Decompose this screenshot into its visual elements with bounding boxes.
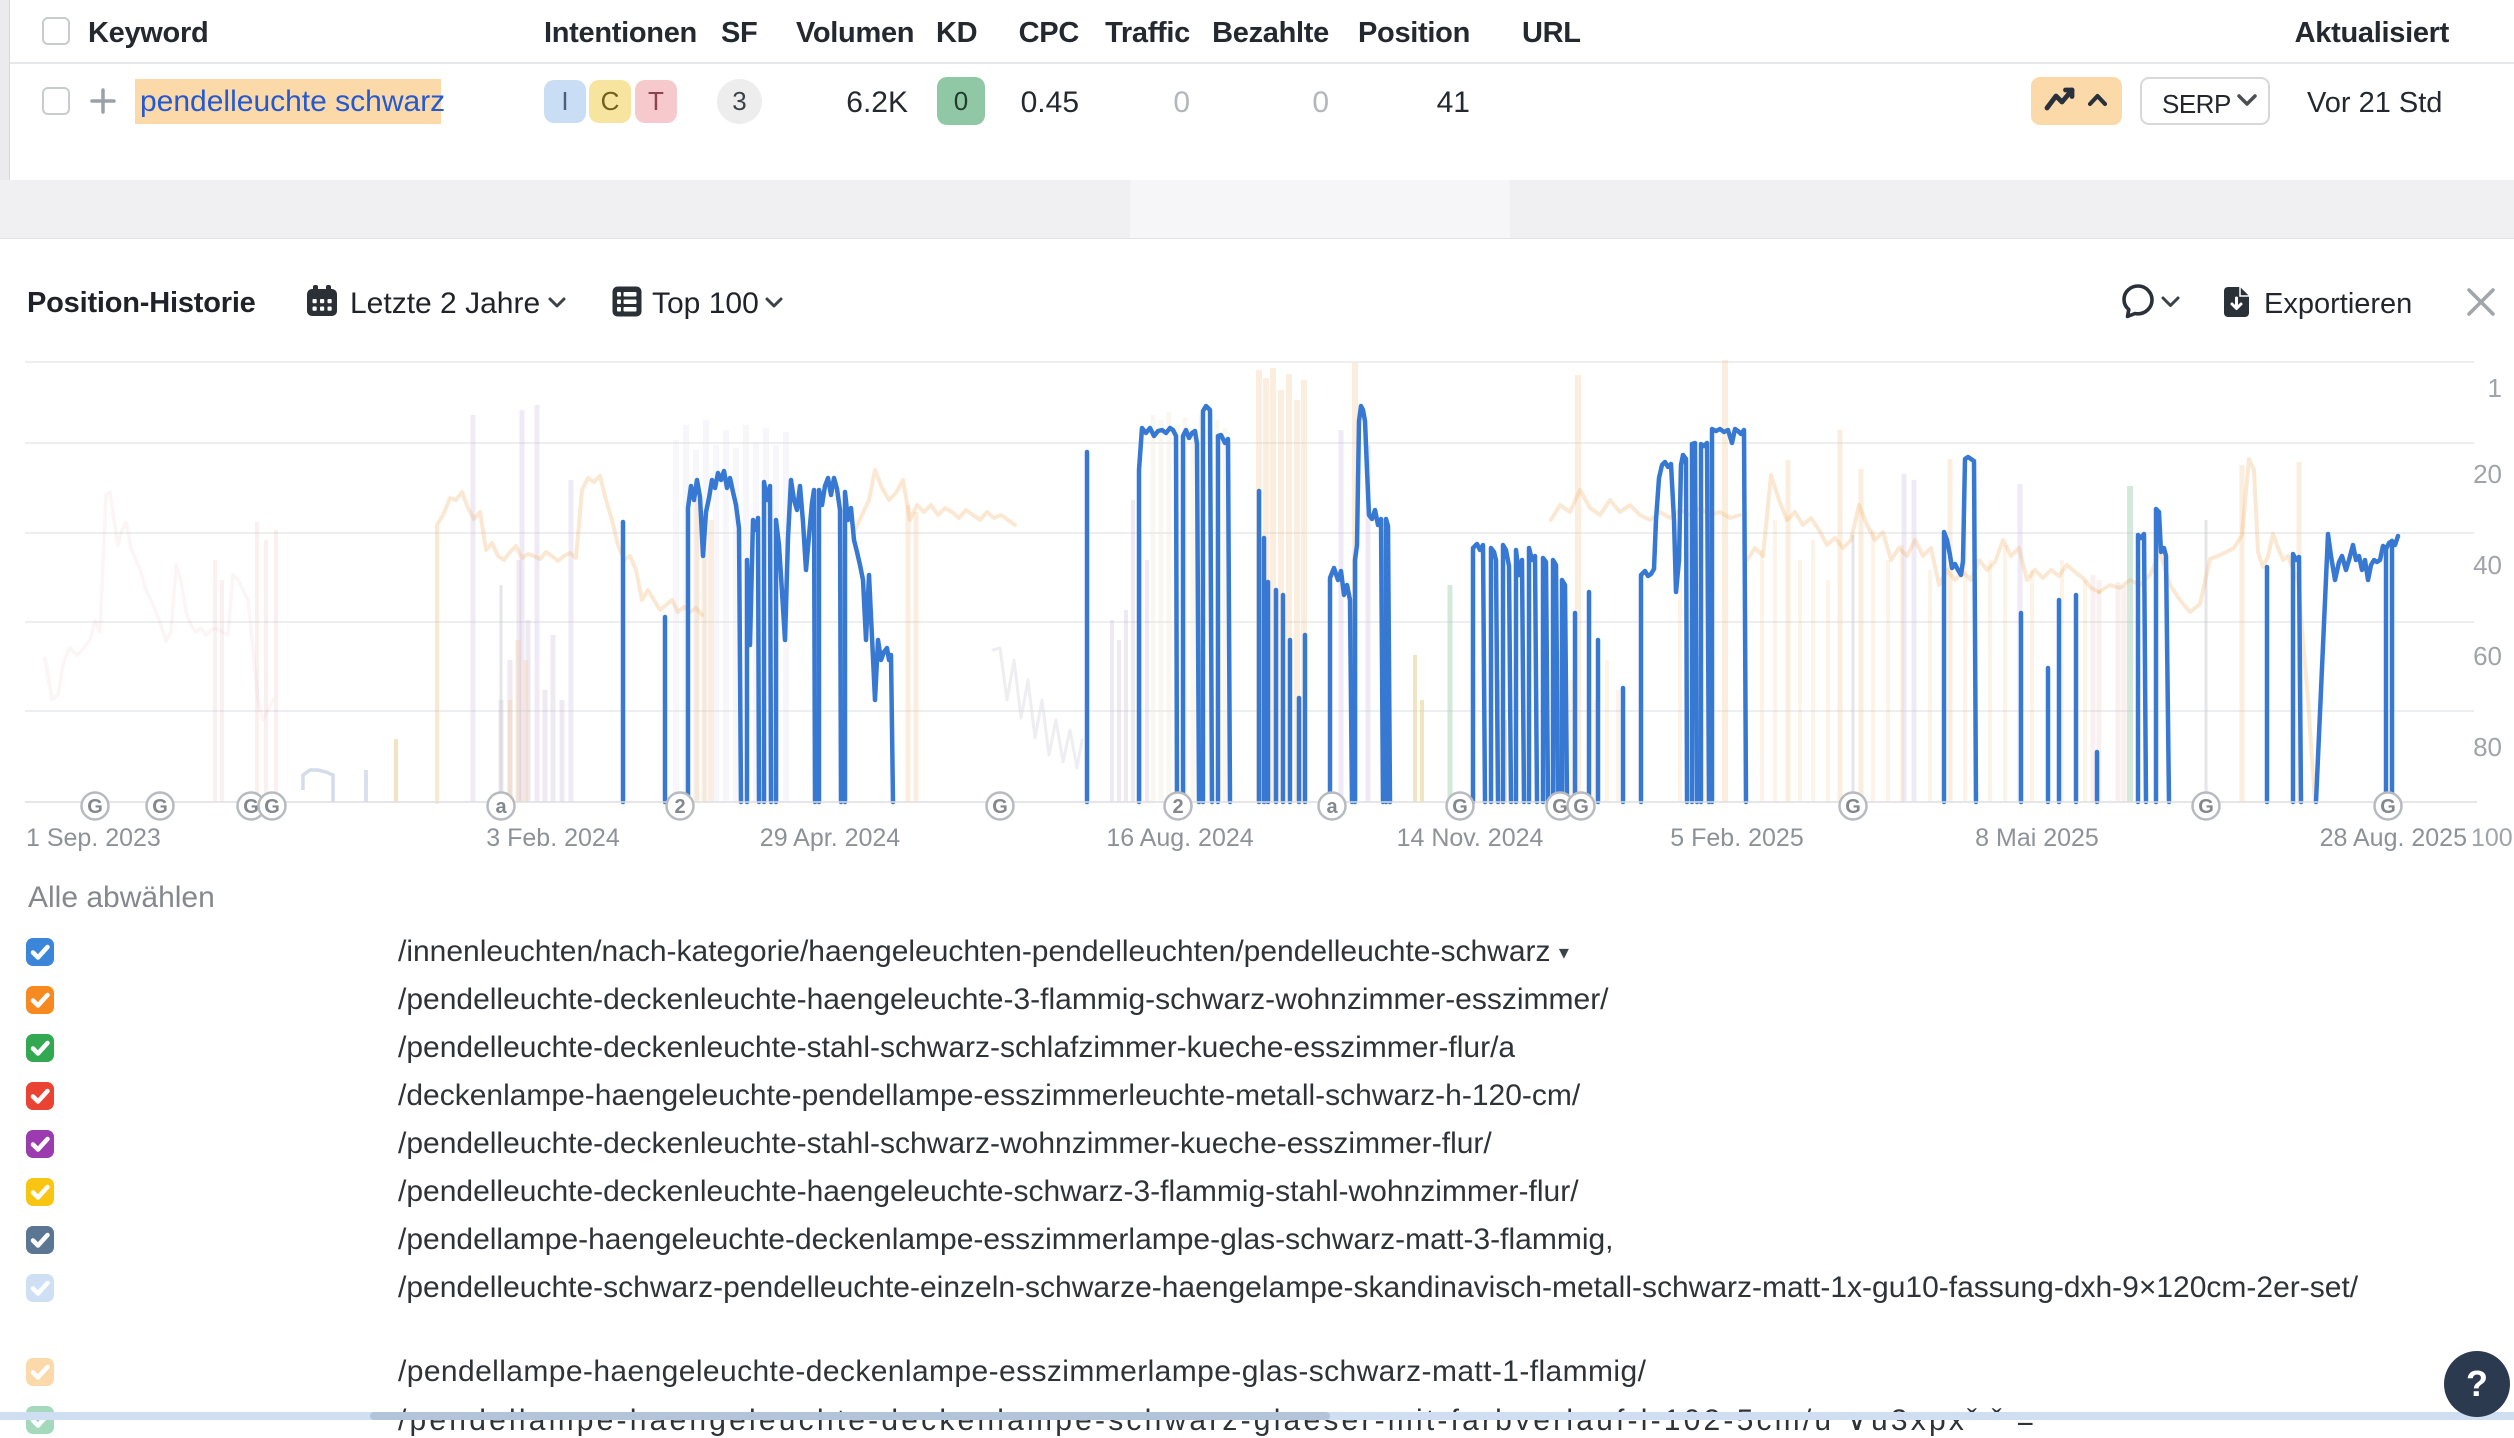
svg-text:29 Apr. 2024: 29 Apr. 2024: [760, 824, 901, 852]
svg-text:1: 1: [2488, 373, 2502, 403]
svg-text:100: 100: [2471, 824, 2513, 852]
svg-text:G: G: [992, 796, 1008, 818]
svg-text:8 Mai 2025: 8 Mai 2025: [1975, 824, 2099, 852]
svg-text:a: a: [495, 796, 507, 818]
svg-text:3 Feb. 2024: 3 Feb. 2024: [486, 824, 620, 852]
svg-text:5 Feb. 2025: 5 Feb. 2025: [1670, 824, 1803, 852]
svg-text:G: G: [1845, 796, 1861, 818]
svg-text:a: a: [1326, 796, 1338, 818]
svg-text:20: 20: [2473, 459, 2502, 489]
svg-text:40: 40: [2473, 550, 2502, 580]
svg-text:2: 2: [1172, 796, 1183, 818]
svg-text:2: 2: [674, 796, 685, 818]
svg-text:G: G: [264, 796, 280, 818]
svg-text:80: 80: [2473, 732, 2502, 762]
svg-text:G: G: [2198, 796, 2214, 818]
svg-text:G: G: [152, 796, 168, 818]
svg-text:60: 60: [2473, 641, 2502, 671]
svg-text:16 Aug. 2024: 16 Aug. 2024: [1106, 824, 1253, 852]
svg-text:G: G: [243, 796, 259, 818]
svg-text:G: G: [1552, 796, 1568, 818]
svg-text:G: G: [1573, 796, 1589, 818]
svg-text:G: G: [2380, 796, 2396, 818]
svg-text:G: G: [87, 796, 103, 818]
svg-text:1 Sep. 2023: 1 Sep. 2023: [26, 824, 161, 852]
svg-text:28 Aug. 2025: 28 Aug. 2025: [2320, 824, 2467, 852]
svg-text:G: G: [1452, 796, 1468, 818]
svg-text:14 Nov. 2024: 14 Nov. 2024: [1397, 824, 1544, 852]
